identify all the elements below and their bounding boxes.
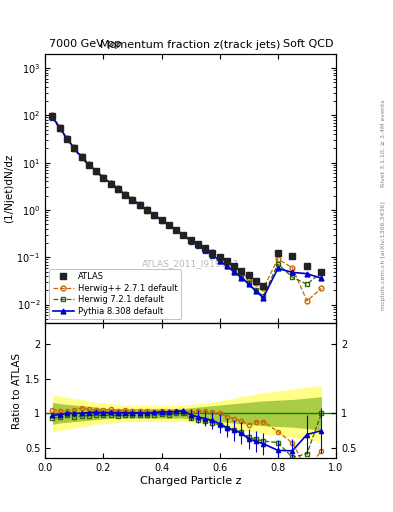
Text: ATLAS_2011_I919017: ATLAS_2011_I919017 <box>142 260 239 269</box>
Title: Momentum fraction z(track jets): Momentum fraction z(track jets) <box>101 40 281 50</box>
Text: mcplots.cern.ch [arXiv:1306.3436]: mcplots.cern.ch [arXiv:1306.3436] <box>381 202 386 310</box>
Y-axis label: Ratio to ATLAS: Ratio to ATLAS <box>12 353 22 429</box>
X-axis label: Charged Particle z: Charged Particle z <box>140 476 241 486</box>
Y-axis label: (1/Njet)dN/dz: (1/Njet)dN/dz <box>4 154 14 223</box>
Legend: ATLAS, Herwig++ 2.7.1 default, Herwig 7.2.1 default, Pythia 8.308 default: ATLAS, Herwig++ 2.7.1 default, Herwig 7.… <box>50 269 181 319</box>
Text: Soft QCD: Soft QCD <box>283 38 333 49</box>
Text: Rivet 3.1.10, ≥ 3.4M events: Rivet 3.1.10, ≥ 3.4M events <box>381 99 386 187</box>
Text: 7000 GeV pp: 7000 GeV pp <box>49 38 121 49</box>
